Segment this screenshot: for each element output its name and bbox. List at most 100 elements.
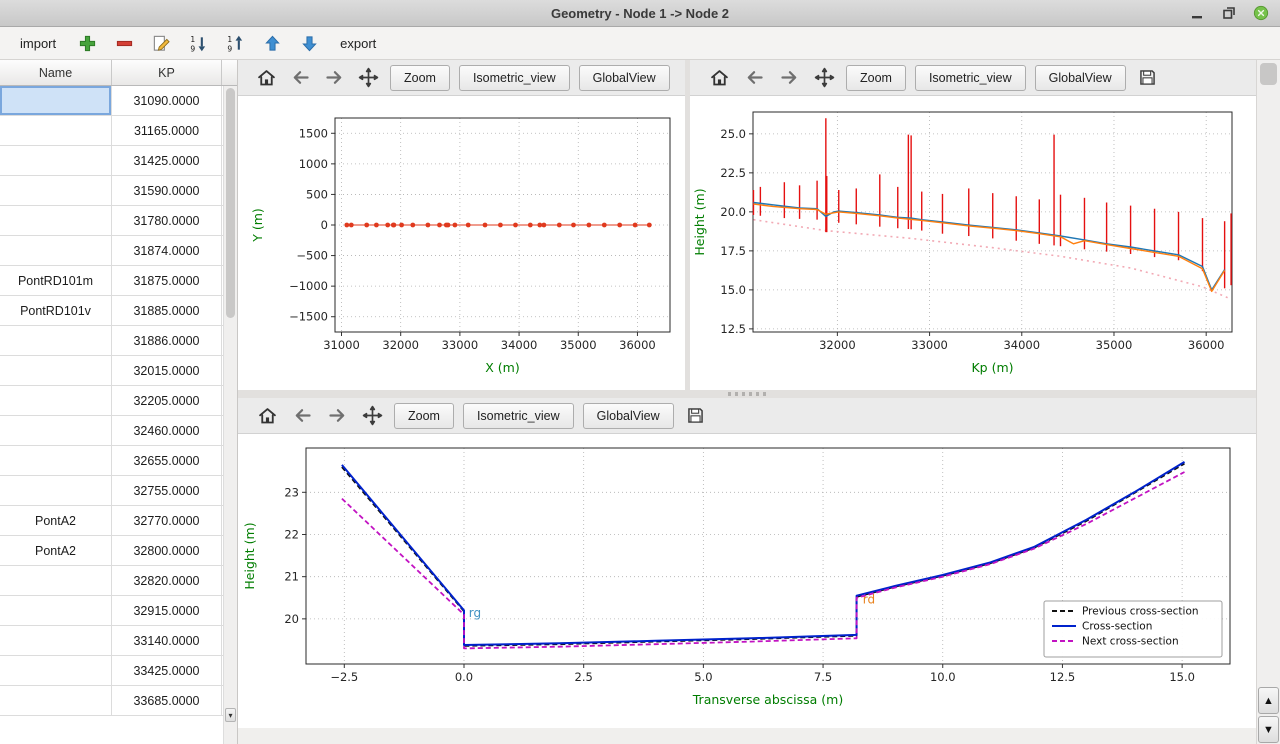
scroll-down-button[interactable]: ▼ bbox=[1258, 716, 1279, 743]
name-cell[interactable] bbox=[0, 416, 112, 445]
vertical-splitter[interactable] bbox=[685, 60, 690, 390]
kp-cell[interactable]: 32460.0000 bbox=[112, 416, 222, 445]
name-cell[interactable] bbox=[0, 146, 112, 175]
back-button[interactable] bbox=[288, 65, 313, 91]
kp-cell[interactable]: 33685.0000 bbox=[112, 686, 222, 715]
table-row[interactable]: 33685.0000 bbox=[0, 686, 237, 716]
table-row[interactable]: 31165.0000 bbox=[0, 116, 237, 146]
isometric-view-button[interactable]: Isometric_view bbox=[458, 64, 570, 91]
table-row[interactable]: 32015.0000 bbox=[0, 356, 237, 386]
home-button[interactable] bbox=[254, 65, 279, 91]
table-row[interactable]: 31780.0000 bbox=[0, 206, 237, 236]
kp-cell[interactable]: 32800.0000 bbox=[112, 536, 222, 565]
name-cell[interactable] bbox=[0, 686, 112, 715]
plan-view-chart[interactable]: 31000 32000 33000 34000 35000 36000 −1500 −1000… bbox=[238, 96, 685, 390]
name-cell[interactable]: PontA2 bbox=[0, 536, 112, 565]
global-view-button[interactable]: GlobalView bbox=[582, 402, 674, 429]
table-row[interactable]: PontRD101m 31875.0000 bbox=[0, 266, 237, 296]
column-header-name[interactable]: Name bbox=[0, 60, 112, 85]
name-cell[interactable]: PontA2 bbox=[0, 506, 112, 535]
name-cell[interactable] bbox=[0, 116, 112, 145]
table-row[interactable]: 31590.0000 bbox=[0, 176, 237, 206]
kp-cell[interactable]: 33425.0000 bbox=[112, 656, 222, 685]
name-cell[interactable] bbox=[0, 386, 112, 415]
scroll-up-button[interactable]: ▲ bbox=[1258, 687, 1279, 714]
window-scrollbar-thumb[interactable] bbox=[1260, 63, 1277, 85]
forward-button[interactable] bbox=[322, 65, 347, 91]
save-button[interactable] bbox=[683, 403, 709, 429]
name-cell[interactable] bbox=[0, 86, 112, 115]
table-scrollbar-thumb[interactable] bbox=[226, 88, 235, 318]
home-button[interactable] bbox=[706, 65, 732, 91]
pan-button[interactable] bbox=[356, 65, 381, 91]
table-row[interactable]: 31886.0000 bbox=[0, 326, 237, 356]
back-button[interactable] bbox=[741, 65, 767, 91]
column-header-kp[interactable]: KP bbox=[112, 60, 222, 85]
kp-cell[interactable]: 32770.0000 bbox=[112, 506, 222, 535]
name-cell[interactable] bbox=[0, 326, 112, 355]
forward-button[interactable] bbox=[776, 65, 802, 91]
kp-cell[interactable]: 32655.0000 bbox=[112, 446, 222, 475]
table-row[interactable]: 32755.0000 bbox=[0, 476, 237, 506]
table-row[interactable]: PontA2 32770.0000 bbox=[0, 506, 237, 536]
table-row[interactable]: 33140.0000 bbox=[0, 626, 237, 656]
pan-button[interactable] bbox=[811, 65, 837, 91]
kp-cell[interactable]: 32755.0000 bbox=[112, 476, 222, 505]
table-row[interactable]: 32915.0000 bbox=[0, 596, 237, 626]
table-row[interactable]: 32655.0000 bbox=[0, 446, 237, 476]
name-cell[interactable] bbox=[0, 596, 112, 625]
back-button[interactable] bbox=[289, 403, 315, 429]
close-button[interactable] bbox=[1252, 4, 1270, 22]
zoom-button[interactable]: Zoom bbox=[390, 64, 450, 91]
name-cell[interactable] bbox=[0, 656, 112, 685]
name-cell[interactable] bbox=[0, 206, 112, 235]
table-scrollbar[interactable]: ▾ bbox=[223, 86, 237, 744]
pan-button[interactable] bbox=[359, 403, 385, 429]
isometric-view-button[interactable]: Isometric_view bbox=[914, 64, 1026, 91]
table-row[interactable]: 32460.0000 bbox=[0, 416, 237, 446]
splitter-grip[interactable] bbox=[728, 392, 766, 396]
table-row[interactable]: PontRD101v 31885.0000 bbox=[0, 296, 237, 326]
export-button[interactable]: export bbox=[334, 32, 382, 55]
kp-cell[interactable]: 31090.0000 bbox=[112, 86, 222, 115]
kp-cell[interactable]: 31874.0000 bbox=[112, 236, 222, 265]
home-button[interactable] bbox=[254, 403, 280, 429]
window-scrollbar[interactable]: ▲ ▼ bbox=[1256, 60, 1280, 744]
kp-cell[interactable]: 31886.0000 bbox=[112, 326, 222, 355]
horizontal-splitter[interactable] bbox=[238, 390, 1256, 398]
kp-cell[interactable]: 31165.0000 bbox=[112, 116, 222, 145]
table-row[interactable]: 31090.0000 bbox=[0, 86, 237, 116]
kp-cell[interactable]: 33140.0000 bbox=[112, 626, 222, 655]
table-row[interactable]: 31425.0000 bbox=[0, 146, 237, 176]
name-cell[interactable]: PontRD101m bbox=[0, 266, 112, 295]
kp-cell[interactable]: 32205.0000 bbox=[112, 386, 222, 415]
cross-section-chart[interactable]: −2.5 0.0 2.5 5.0 7.5 10.0 12.5 15.0 20 21 22 23 rg rd… bbox=[238, 434, 1256, 728]
restore-button[interactable] bbox=[1220, 4, 1238, 22]
name-cell[interactable] bbox=[0, 446, 112, 475]
table-scroll-down-button[interactable]: ▾ bbox=[225, 708, 236, 722]
name-cell[interactable] bbox=[0, 176, 112, 205]
save-button[interactable] bbox=[1135, 65, 1161, 91]
zoom-button[interactable]: Zoom bbox=[846, 64, 906, 91]
kp-cell[interactable]: 31590.0000 bbox=[112, 176, 222, 205]
table-row[interactable]: 32820.0000 bbox=[0, 566, 237, 596]
table-row[interactable]: 31874.0000 bbox=[0, 236, 237, 266]
kp-cell[interactable]: 32915.0000 bbox=[112, 596, 222, 625]
edit-button[interactable] bbox=[149, 31, 173, 55]
kp-cell[interactable]: 31780.0000 bbox=[112, 206, 222, 235]
import-button[interactable]: import bbox=[14, 32, 62, 55]
name-cell[interactable] bbox=[0, 476, 112, 505]
kp-cell[interactable]: 31425.0000 bbox=[112, 146, 222, 175]
remove-row-button[interactable] bbox=[112, 31, 136, 55]
table-row[interactable]: 32205.0000 bbox=[0, 386, 237, 416]
name-cell[interactable] bbox=[0, 566, 112, 595]
forward-button[interactable] bbox=[324, 403, 350, 429]
name-cell[interactable] bbox=[0, 356, 112, 385]
global-view-button[interactable]: GlobalView bbox=[578, 64, 670, 91]
kp-cell[interactable]: 31885.0000 bbox=[112, 296, 222, 325]
kp-cell[interactable]: 32015.0000 bbox=[112, 356, 222, 385]
minimize-button[interactable] bbox=[1188, 4, 1206, 22]
zoom-button[interactable]: Zoom bbox=[394, 402, 454, 429]
